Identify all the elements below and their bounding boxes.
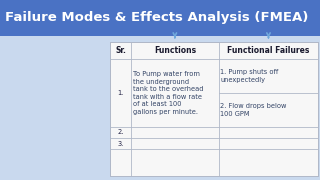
Text: 2.: 2.: [118, 129, 124, 135]
Text: 1. Pump shuts off
unexpectedly: 1. Pump shuts off unexpectedly: [220, 69, 278, 83]
Text: Functions: Functions: [154, 46, 196, 55]
Text: To Pump water from
the underground
tank to the overhead
tank with a flow rate
of: To Pump water from the underground tank …: [133, 71, 203, 115]
Text: 1.: 1.: [118, 90, 124, 96]
Text: 3.: 3.: [118, 141, 124, 147]
FancyBboxPatch shape: [0, 0, 320, 36]
Text: Failure Modes & Effects Analysis (FMEA): Failure Modes & Effects Analysis (FMEA): [5, 12, 308, 24]
FancyBboxPatch shape: [110, 42, 318, 176]
Text: 2. Flow drops below
100 GPM: 2. Flow drops below 100 GPM: [220, 103, 286, 116]
Text: Functional Failures: Functional Failures: [227, 46, 310, 55]
Text: Sr.: Sr.: [116, 46, 126, 55]
